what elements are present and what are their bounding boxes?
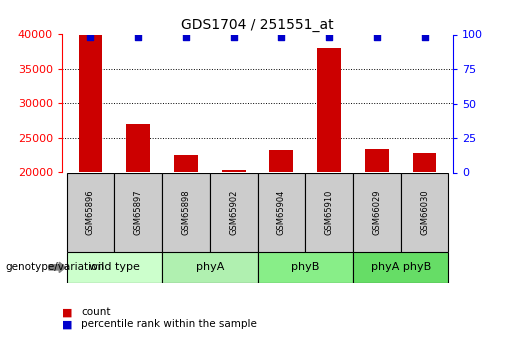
Point xyxy=(420,34,428,40)
Text: percentile rank within the sample: percentile rank within the sample xyxy=(81,319,258,329)
Bar xyxy=(114,172,162,252)
Text: GSM66030: GSM66030 xyxy=(420,189,429,235)
Point xyxy=(277,34,285,40)
Text: GSM65904: GSM65904 xyxy=(277,189,286,235)
Bar xyxy=(317,48,341,172)
Bar xyxy=(210,172,258,252)
Bar xyxy=(258,172,305,252)
Point xyxy=(182,34,190,40)
Title: GDS1704 / 251551_at: GDS1704 / 251551_at xyxy=(181,18,334,32)
Text: genotype/variation: genotype/variation xyxy=(5,263,104,272)
Bar xyxy=(353,172,401,252)
Text: GSM66029: GSM66029 xyxy=(372,189,381,235)
Bar xyxy=(162,252,258,283)
Text: count: count xyxy=(81,307,111,317)
Point xyxy=(87,34,95,40)
Text: ■: ■ xyxy=(62,319,72,329)
Bar xyxy=(305,172,353,252)
Bar xyxy=(221,170,246,172)
Bar xyxy=(353,252,449,283)
Text: GSM65896: GSM65896 xyxy=(86,189,95,235)
Point xyxy=(325,34,333,40)
Text: phyA: phyA xyxy=(196,263,224,272)
Bar xyxy=(401,172,449,252)
Point xyxy=(134,34,142,40)
Text: GSM65910: GSM65910 xyxy=(324,189,334,235)
Bar xyxy=(258,252,353,283)
Text: ■: ■ xyxy=(62,307,72,317)
Bar xyxy=(162,172,210,252)
Text: GSM65897: GSM65897 xyxy=(134,189,143,235)
Bar xyxy=(174,155,198,172)
Text: phyB: phyB xyxy=(291,263,319,272)
Text: GSM65902: GSM65902 xyxy=(229,189,238,235)
Bar xyxy=(365,149,389,172)
Bar xyxy=(126,124,150,172)
Bar xyxy=(66,252,162,283)
Point xyxy=(230,34,238,40)
Text: wild type: wild type xyxy=(89,263,140,272)
Bar xyxy=(66,172,114,252)
Bar xyxy=(78,34,102,172)
Point xyxy=(373,34,381,40)
Text: phyA phyB: phyA phyB xyxy=(371,263,431,272)
Text: GSM65898: GSM65898 xyxy=(181,189,191,235)
Bar xyxy=(413,153,437,172)
Bar xyxy=(269,150,294,172)
